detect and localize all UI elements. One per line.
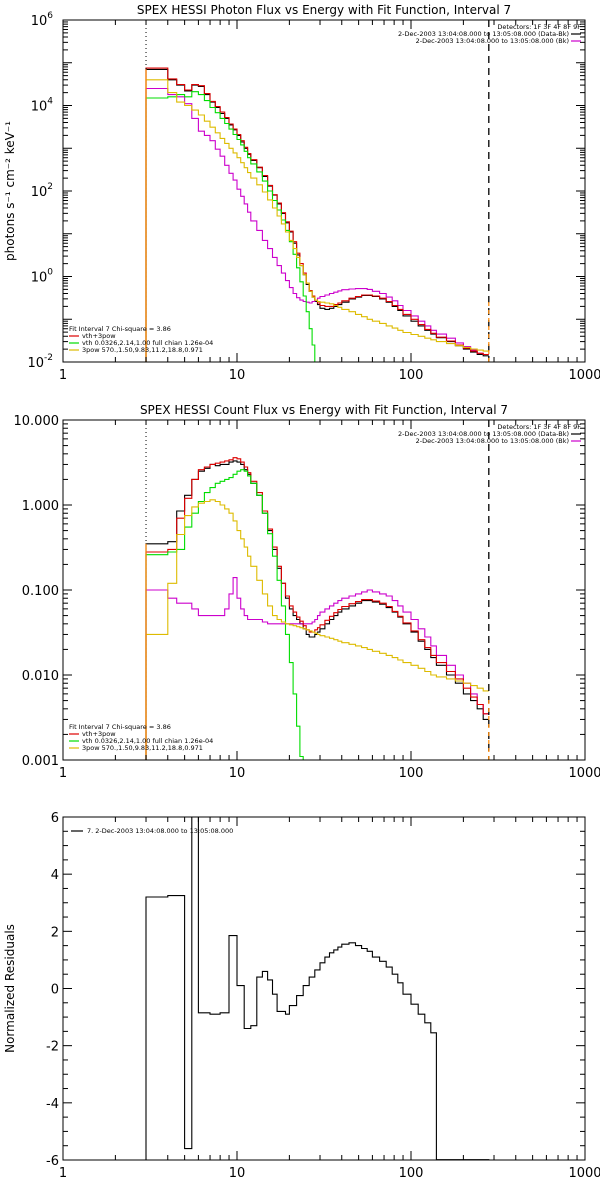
- legend-label: 7. 2-Dec-2003 13:04:08.000 to 13:05:08.0…: [87, 827, 233, 835]
- x-tick-label: 1: [59, 1166, 67, 1181]
- series-line-0: [145, 817, 490, 1160]
- legend-bottom-item: vth 0.0326,2.14,1.00 full chian 1.26e-04: [82, 339, 213, 347]
- legend-bottom-item: Fit Interval 7 Chi-square = 3.86: [69, 723, 171, 731]
- legend-bottom-item: vth+3pow: [82, 730, 116, 738]
- x-tick-label: 10: [229, 1166, 246, 1181]
- legend-top-item: 2-Dec-2003 13:04:08.000 to 13:05:08.000 …: [398, 430, 569, 438]
- y-tick-label: 2: [51, 925, 59, 940]
- y-tick-label: 100: [31, 268, 54, 286]
- legend-top-item: Detectors: 1F 3F 4F 8F 9F: [497, 423, 581, 431]
- y-tick-label: 0: [51, 983, 59, 998]
- x-tick-label: 1: [59, 766, 67, 781]
- y-tick-label: 106: [31, 11, 54, 29]
- legend-top-item: Detectors: 1F 3F 4F 8F 9F: [497, 23, 581, 31]
- chart-title: SPEX HESSI Photon Flux vs Energy with Fi…: [137, 3, 511, 17]
- y-tick-label: 10-2: [27, 353, 53, 371]
- y-tick-base: 10: [27, 356, 44, 371]
- y-tick-label: 0.100: [22, 584, 59, 599]
- y-tick-label: 1.000: [22, 499, 59, 514]
- y-tick-label: -6: [46, 1154, 59, 1169]
- x-tick-label: 1000: [568, 368, 600, 383]
- y-tick-label: 104: [31, 97, 54, 115]
- y-tick-label: -2: [46, 1040, 59, 1055]
- y-tick-label: 4: [51, 868, 59, 883]
- legend-bottom-item: 3pow 570.,1.50,9.83,11.2,18.8,0.971: [82, 744, 203, 752]
- x-tick-label: 100: [399, 368, 424, 383]
- x-tick-label: 10: [229, 368, 246, 383]
- y-tick-label: 102: [31, 182, 53, 200]
- series-line-4: [145, 499, 489, 760]
- series-line-0: [145, 68, 489, 362]
- series-line-2: [145, 67, 489, 362]
- legend-bottom-item: 3pow 570.,1.50,9.83,11.2,18.8,0.971: [82, 346, 203, 354]
- series-line-2: [145, 457, 489, 760]
- series-line-4: [145, 79, 489, 362]
- x-tick-label: 1000: [568, 1166, 600, 1181]
- chart-title: SPEX HESSI Count Flux vs Energy with Fit…: [140, 403, 508, 417]
- series-line-1: [145, 577, 489, 760]
- y-tick-base: 10: [31, 14, 48, 29]
- y-axis-label: photons s⁻¹ cm⁻² keV⁻¹: [3, 121, 17, 261]
- y-tick-exponent: 4: [47, 97, 53, 107]
- plot-frame: [62, 19, 586, 363]
- series-line-3: [145, 91, 319, 362]
- photon-flux-chart: SPEX HESSI Photon Flux vs Energy with Fi…: [3, 3, 600, 383]
- plot-frame: [62, 816, 586, 1161]
- y-tick-label: -4: [46, 1097, 59, 1112]
- x-tick-label: 100: [399, 766, 424, 781]
- y-tick-exponent: 0: [47, 268, 53, 278]
- y-tick-exponent: 2: [47, 182, 53, 192]
- plot-frame: [62, 419, 586, 761]
- y-tick-base: 10: [31, 271, 48, 286]
- legend-bottom-item: vth+3pow: [82, 332, 116, 340]
- residuals-chart: Normalized Residuals 1 10 100 1000 6 4 2 0 -2 -4 -6…: [3, 811, 600, 1181]
- series-group: [145, 67, 489, 362]
- legend-top-item: 2-Dec-2003 13:04:08.000 to 13:05:08.000 …: [416, 437, 569, 445]
- y-tick-base: 10: [31, 185, 48, 200]
- y-tick-label: 0.001: [22, 754, 59, 769]
- y-tick-exponent: -2: [44, 353, 53, 363]
- count-flux-chart: SPEX HESSI Count Flux vs Energy with Fit…: [14, 403, 600, 781]
- legend-top-item: 2-Dec-2003 13:04:08.000 to 13:05:08.000 …: [398, 30, 569, 38]
- y-tick-base: 10: [31, 100, 48, 115]
- x-tick-label: 1: [59, 368, 67, 383]
- legend-bottom-item: vth 0.0326,2.14,1.00 full chian 1.26e-04: [82, 737, 213, 745]
- y-axis-label: Normalized Residuals: [3, 924, 17, 1053]
- series-group: [145, 457, 489, 760]
- y-tick-label: 0.010: [22, 669, 59, 684]
- y-tick-label: 6: [51, 811, 59, 826]
- legend-bottom-item: Fit Interval 7 Chi-square = 3.86: [69, 325, 171, 333]
- legend-top-item: 2-Dec-2003 13:04:08.000 to 13:05:08.000 …: [416, 37, 569, 45]
- x-tick-label: 100: [399, 1166, 424, 1181]
- x-tick-label: 1000: [568, 766, 600, 781]
- series-group: [145, 817, 490, 1160]
- series-line-3: [145, 469, 304, 760]
- y-tick-exponent: 6: [47, 11, 53, 21]
- y-tick-label: 10.000: [14, 414, 60, 429]
- series-line-0: [145, 460, 489, 760]
- x-tick-label: 10: [229, 766, 246, 781]
